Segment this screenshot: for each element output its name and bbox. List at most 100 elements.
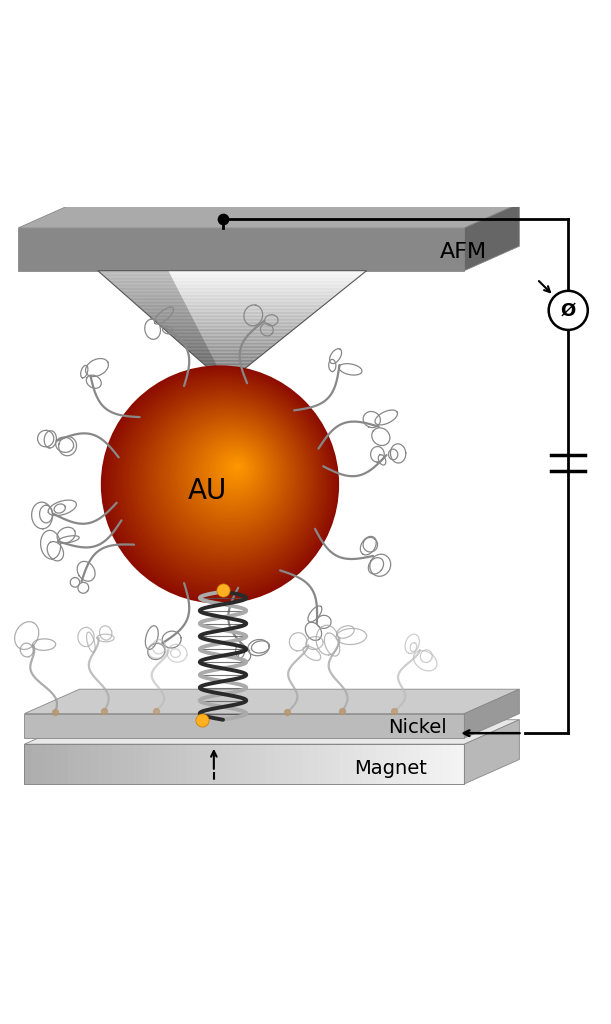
Circle shape — [230, 460, 244, 474]
Polygon shape — [165, 330, 293, 332]
Circle shape — [208, 444, 260, 497]
Polygon shape — [211, 371, 221, 373]
Circle shape — [113, 375, 330, 591]
Circle shape — [179, 423, 282, 525]
Circle shape — [105, 369, 336, 599]
Polygon shape — [101, 273, 170, 274]
Polygon shape — [117, 288, 346, 289]
Circle shape — [138, 392, 312, 566]
Polygon shape — [109, 281, 354, 282]
Polygon shape — [146, 313, 314, 314]
Polygon shape — [90, 744, 98, 784]
Circle shape — [153, 403, 301, 551]
Text: Magnet: Magnet — [354, 759, 427, 778]
Polygon shape — [164, 329, 199, 330]
Circle shape — [227, 458, 246, 477]
Polygon shape — [98, 270, 169, 272]
Polygon shape — [160, 326, 298, 328]
Polygon shape — [125, 295, 337, 296]
Polygon shape — [167, 332, 291, 333]
Polygon shape — [213, 373, 221, 374]
Circle shape — [119, 379, 326, 586]
Point — [197, 712, 207, 728]
Circle shape — [157, 407, 298, 547]
Polygon shape — [157, 323, 196, 325]
Polygon shape — [24, 744, 32, 784]
Polygon shape — [61, 744, 68, 784]
Circle shape — [112, 374, 331, 593]
Polygon shape — [196, 356, 260, 358]
Polygon shape — [98, 270, 367, 272]
Polygon shape — [183, 345, 274, 347]
Polygon shape — [32, 744, 39, 784]
Polygon shape — [202, 362, 216, 364]
Circle shape — [205, 442, 263, 499]
Polygon shape — [303, 744, 310, 784]
Polygon shape — [178, 341, 205, 343]
Circle shape — [175, 420, 285, 529]
Polygon shape — [169, 333, 201, 334]
Polygon shape — [146, 313, 191, 314]
Polygon shape — [354, 744, 362, 784]
Polygon shape — [224, 382, 228, 384]
Polygon shape — [464, 720, 519, 784]
Circle shape — [178, 422, 283, 526]
Circle shape — [102, 367, 338, 602]
Polygon shape — [181, 344, 207, 345]
Circle shape — [116, 377, 328, 589]
Polygon shape — [230, 744, 237, 784]
Circle shape — [196, 435, 269, 509]
Polygon shape — [125, 295, 181, 296]
Polygon shape — [207, 367, 247, 369]
Circle shape — [128, 385, 319, 577]
Polygon shape — [224, 382, 226, 384]
Polygon shape — [143, 310, 189, 311]
Polygon shape — [180, 343, 206, 344]
Circle shape — [101, 366, 339, 604]
Polygon shape — [149, 744, 156, 784]
Polygon shape — [200, 361, 254, 362]
Polygon shape — [216, 375, 222, 377]
Polygon shape — [223, 381, 230, 382]
Polygon shape — [442, 744, 450, 784]
Polygon shape — [194, 355, 262, 356]
Circle shape — [130, 386, 318, 574]
Polygon shape — [202, 362, 252, 364]
Circle shape — [147, 399, 305, 557]
Polygon shape — [281, 744, 288, 784]
Polygon shape — [203, 364, 217, 366]
Polygon shape — [220, 378, 233, 380]
Polygon shape — [152, 318, 194, 321]
Polygon shape — [156, 744, 164, 784]
Polygon shape — [186, 348, 270, 350]
Polygon shape — [18, 228, 464, 270]
Polygon shape — [104, 276, 172, 278]
Polygon shape — [155, 322, 195, 323]
Polygon shape — [149, 315, 192, 317]
Polygon shape — [200, 361, 215, 362]
Point — [218, 211, 228, 227]
Polygon shape — [127, 744, 134, 784]
Polygon shape — [362, 744, 369, 784]
Circle shape — [211, 446, 258, 494]
Polygon shape — [144, 311, 316, 313]
Polygon shape — [252, 744, 259, 784]
Polygon shape — [39, 744, 46, 784]
Circle shape — [207, 443, 262, 498]
Polygon shape — [200, 744, 208, 784]
Polygon shape — [266, 744, 274, 784]
Polygon shape — [160, 326, 197, 328]
Circle shape — [134, 389, 315, 570]
Polygon shape — [126, 296, 182, 298]
Polygon shape — [111, 282, 353, 284]
Polygon shape — [108, 280, 356, 281]
Polygon shape — [159, 325, 197, 326]
Polygon shape — [215, 374, 238, 375]
Polygon shape — [171, 744, 178, 784]
Polygon shape — [274, 744, 281, 784]
Circle shape — [214, 449, 257, 490]
Polygon shape — [139, 307, 321, 309]
Polygon shape — [159, 325, 300, 326]
Polygon shape — [210, 370, 244, 371]
Circle shape — [201, 439, 266, 503]
